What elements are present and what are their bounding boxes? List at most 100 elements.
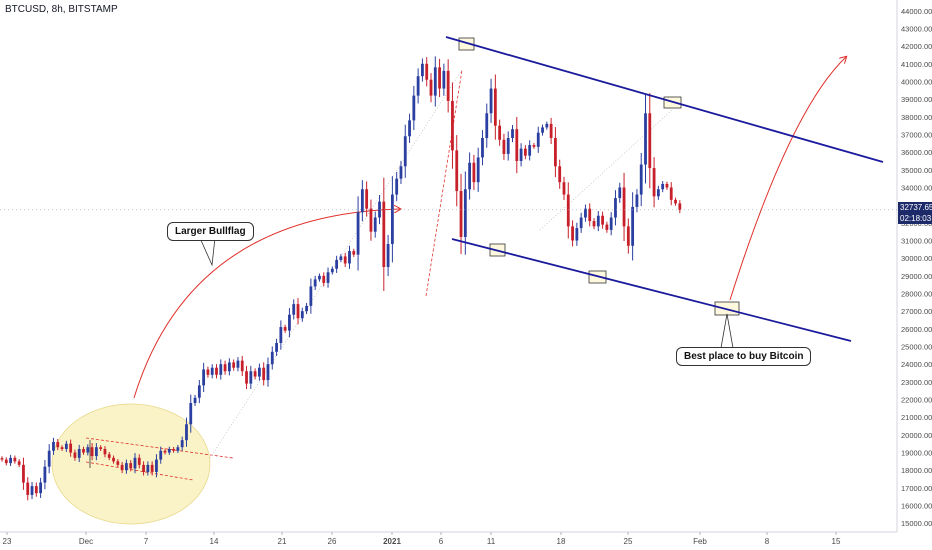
candle-body	[82, 448, 85, 453]
candle-body	[185, 424, 188, 441]
candle-body	[455, 150, 459, 192]
x-tick-label: 26	[328, 537, 337, 546]
candle-body	[206, 369, 210, 375]
candle-body	[515, 129, 519, 161]
candle-body	[300, 311, 304, 319]
candle-body	[309, 286, 313, 306]
candle-body	[133, 457, 137, 469]
candle-body	[429, 79, 433, 96]
candle-body	[519, 148, 523, 161]
candle-body	[511, 129, 514, 139]
candle-body	[240, 360, 244, 372]
candle-body	[528, 145, 532, 156]
candle-body	[558, 166, 562, 183]
chart-title: BTCUSD, 8h, BITSTAMP	[5, 4, 118, 15]
candle-body	[489, 88, 493, 114]
candle-body	[584, 208, 587, 218]
candle-body	[73, 452, 77, 458]
candle-body	[223, 364, 227, 372]
candle-body	[219, 364, 223, 375]
candle-body	[476, 157, 480, 183]
y-tick-label: 41000.00	[901, 60, 932, 69]
drawings-layer	[51, 37, 846, 525]
candle-body	[468, 162, 472, 190]
candle-body	[202, 369, 206, 386]
candle-body	[386, 244, 390, 267]
candle-body	[369, 208, 373, 232]
y-tick-label: 30000.00	[901, 254, 932, 263]
candle-body	[626, 226, 630, 246]
candle-body	[64, 443, 68, 449]
x-tick-label: 14	[210, 537, 219, 546]
candle-body	[446, 70, 450, 101]
y-tick-label: 15000.00	[901, 519, 932, 528]
buy-callout-pointer	[720, 313, 734, 349]
candle-body	[395, 178, 399, 195]
candle-body	[270, 351, 274, 365]
y-tick-label: 38000.00	[901, 113, 932, 122]
candle-body	[596, 215, 600, 227]
candle-body	[652, 168, 656, 197]
candle-body	[472, 162, 476, 183]
candle-body	[339, 256, 343, 260]
candle-body	[313, 279, 317, 287]
candle-body	[22, 464, 25, 483]
candle-body	[532, 145, 536, 147]
time-axis: 23 Dec 7 14 21 26 2021 6 11 18 25 Feb 8 15	[3, 532, 841, 546]
candle-body	[433, 67, 437, 96]
y-tick-label: 29000.00	[901, 272, 932, 281]
candle-body	[635, 194, 639, 207]
candle-body	[189, 403, 193, 425]
x-tick-label: 15	[832, 537, 841, 546]
candle-body	[463, 189, 467, 237]
candle-body	[60, 447, 64, 449]
x-tick-label: Dec	[79, 537, 93, 546]
x-tick-label: 25	[624, 537, 633, 546]
candle-body	[0, 458, 4, 460]
candle-body	[506, 138, 510, 154]
candle-body	[661, 183, 665, 190]
candle-body	[326, 272, 330, 283]
candle-body	[159, 450, 163, 460]
candle-body	[656, 189, 660, 197]
y-tick-label: 43000.00	[901, 24, 932, 33]
candle-body	[575, 228, 579, 241]
candle-body	[648, 113, 652, 169]
candle-body	[399, 166, 403, 179]
y-tick-label: 22000.00	[901, 396, 932, 405]
bullflag-callout: Larger Bullflag	[167, 222, 254, 241]
candle-body	[571, 226, 574, 241]
candle-body	[592, 221, 596, 227]
candle-body	[425, 63, 429, 80]
y-tick-label: 25000.00	[901, 343, 932, 352]
candle-body	[421, 63, 424, 77]
x-tick-label: 8	[765, 537, 770, 546]
x-tick-label: 18	[557, 537, 566, 546]
y-tick-label: 31000.00	[901, 236, 932, 245]
y-tick-label: 17000.00	[901, 484, 932, 493]
candle-body	[536, 132, 540, 147]
candle-body	[523, 148, 527, 156]
y-tick-label: 19000.00	[901, 449, 932, 458]
candle-body	[236, 360, 240, 368]
candle-body	[493, 88, 497, 126]
candle-body	[69, 443, 73, 453]
candle-body	[416, 76, 420, 96]
y-tick-label: 34000.00	[901, 183, 932, 192]
candle-body	[360, 189, 364, 213]
candle-body	[150, 464, 154, 472]
candle-body	[275, 342, 278, 352]
buy-callout: Best place to buy Bitcoin	[676, 347, 812, 366]
x-tick-label: 21	[278, 537, 287, 546]
bullflag-callout-pointer	[199, 237, 216, 267]
candle-body	[373, 217, 377, 232]
candle-body	[52, 441, 55, 451]
y-tick-label: 39000.00	[901, 95, 932, 104]
candle-body	[103, 448, 107, 455]
candle-body	[674, 199, 677, 204]
candles-layer	[0, 56, 897, 501]
candle-body	[94, 447, 98, 457]
candle-body	[258, 367, 261, 377]
candle-body	[13, 457, 17, 462]
